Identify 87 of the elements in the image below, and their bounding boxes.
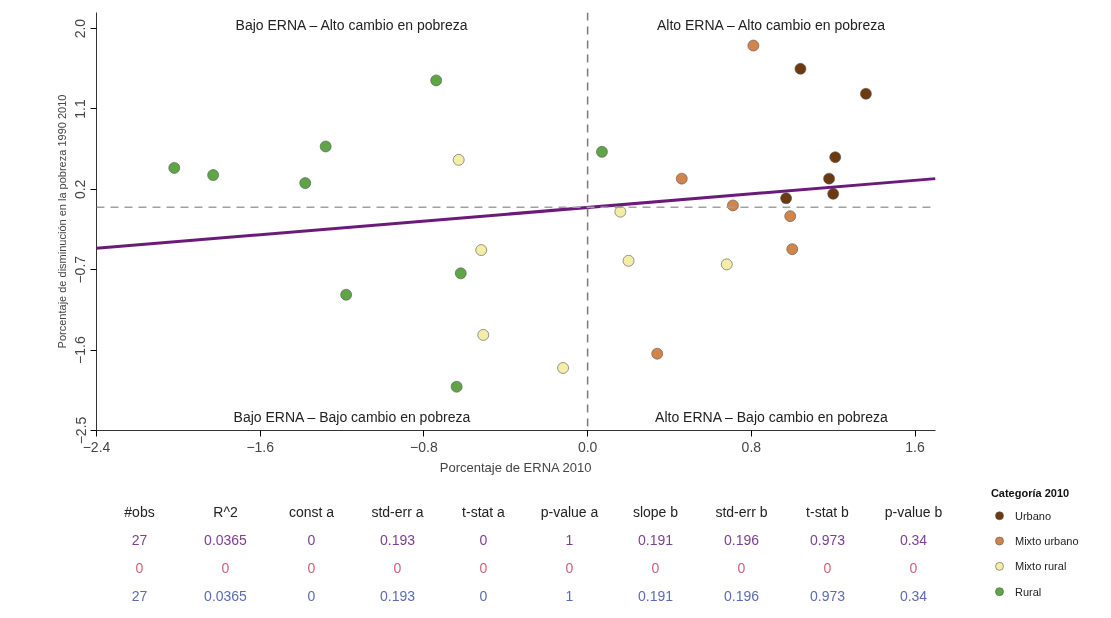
x-tick-label: 1.6	[905, 438, 925, 455]
point	[454, 267, 467, 280]
text: std-err b	[715, 503, 768, 520]
x-axis-title: Porcentaje de ERNA 2010	[439, 459, 592, 475]
text: 0.973	[809, 587, 846, 604]
x-tick-label: 0.8	[741, 438, 762, 455]
point	[319, 140, 332, 153]
text: 0.0365	[204, 531, 248, 548]
text: p-value b	[884, 503, 943, 520]
point	[452, 154, 465, 166]
text: 0	[737, 559, 746, 576]
legend-label: Mixto rural	[1014, 560, 1067, 573]
point	[786, 243, 799, 255]
text: 0.191	[637, 587, 674, 604]
text: #obs	[124, 503, 155, 520]
point	[207, 169, 219, 181]
text: 0	[479, 531, 488, 548]
text: 27	[131, 531, 148, 548]
point	[794, 62, 807, 75]
text: 0.973	[809, 531, 846, 548]
point	[720, 258, 733, 271]
point	[430, 74, 442, 87]
text: 0.0365	[204, 587, 248, 604]
text: 1	[565, 587, 574, 604]
text: slope b	[632, 503, 679, 520]
point	[747, 39, 760, 52]
point	[557, 362, 569, 374]
point	[299, 177, 312, 189]
y-tick-label: 1.1	[72, 99, 89, 119]
point	[827, 188, 839, 200]
legend-label: Mixto urbano	[1014, 534, 1079, 547]
text: 0.193	[379, 587, 416, 604]
annotation: Alto ERNA – Alto cambio en pobreza	[657, 16, 886, 33]
point	[860, 87, 872, 100]
text: 0	[135, 559, 144, 576]
text: R^2	[213, 503, 238, 520]
y-axis-title: Porcentaje de disminución en la pobreza 1990 2010	[55, 94, 68, 349]
point	[475, 244, 488, 256]
text: 0.191	[637, 531, 674, 548]
text: 0	[393, 559, 402, 576]
text: 0.34	[899, 587, 928, 604]
text: std-err a	[371, 503, 424, 520]
text: 0	[307, 587, 316, 604]
text: 0.193	[379, 531, 416, 548]
text: 0	[307, 559, 316, 576]
point	[596, 146, 608, 158]
point	[823, 172, 835, 185]
text: 0	[823, 559, 832, 576]
text: p-value a	[540, 503, 599, 520]
text: 27	[131, 587, 148, 604]
text: 1	[565, 531, 574, 548]
y-tick-label: 0.2	[72, 179, 89, 200]
text: 0	[221, 559, 230, 576]
text: 0	[479, 587, 488, 604]
text: 0.196	[723, 531, 760, 548]
x-tick-label: 0.0	[577, 438, 598, 455]
point	[168, 162, 181, 174]
point	[780, 192, 792, 205]
x-tick-label: −0.8	[410, 438, 438, 455]
y-tick-label: −0.7	[72, 255, 89, 284]
point	[477, 329, 490, 341]
legend-label: Rural	[1014, 585, 1042, 598]
text: 0	[909, 559, 918, 576]
legend-label: Urbano	[1014, 509, 1052, 522]
text: const a	[288, 503, 335, 520]
y-tick-label: 2.0	[72, 18, 89, 39]
annotation: Alto ERNA – Bajo cambio en pobreza	[655, 408, 888, 425]
y-tick-label: −1.6	[72, 336, 89, 364]
text: 0	[479, 559, 488, 576]
x-tick-label: −1.6	[246, 438, 275, 455]
legend-title: Categoría 2010	[990, 487, 1070, 500]
point	[675, 172, 688, 185]
annotation: Bajo ERNA – Alto cambio en pobreza	[235, 16, 468, 33]
point	[784, 210, 797, 222]
point	[829, 151, 842, 163]
text: t-stat b	[806, 503, 850, 520]
point	[651, 347, 663, 360]
point	[340, 288, 352, 301]
text: t-stat a	[462, 503, 506, 520]
text: 0	[307, 531, 316, 548]
text: 0	[651, 559, 660, 576]
point	[622, 255, 635, 267]
text: 0.196	[723, 587, 760, 604]
point	[450, 380, 463, 393]
text: 0	[565, 559, 574, 576]
text: 0.34	[899, 531, 928, 548]
annotation: Bajo ERNA – Bajo cambio en pobreza	[233, 408, 471, 425]
